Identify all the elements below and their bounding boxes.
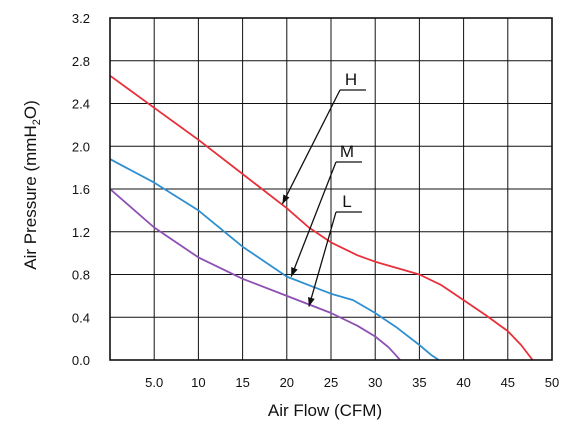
x-tick-label: 10 (191, 375, 205, 390)
y-tick-label: 1.6 (72, 182, 90, 197)
callout-arrow-h (281, 89, 341, 205)
callout-label-l: L (342, 192, 351, 211)
y-tick-label: 0.4 (72, 310, 90, 325)
callout-group: H M L (281, 70, 366, 307)
callout-arrow-m (290, 161, 337, 277)
y-axis-title: Air Pressure (mmH2O) (21, 100, 43, 270)
y-axis-title-subscript: 2 (31, 119, 43, 125)
y-tick-label: 2.4 (72, 97, 90, 112)
x-axis-title: Air Flow (CFM) (268, 401, 382, 420)
y-tick-label: 2.0 (72, 139, 90, 154)
y-axis-title-prefix: Air Pressure (mmH (21, 125, 40, 270)
y-tick-label: 3.2 (72, 11, 90, 26)
plot-frame (109, 17, 553, 361)
series-line-m (109, 158, 440, 361)
series-group (109, 74, 534, 361)
series-line-l (109, 188, 401, 361)
x-tick-label: 50 (545, 375, 559, 390)
tick-labels: 5.0 10 15 20 25 30 35 40 45 50 0.0 0.4 0.8 1.2 1.6 2.0 2… (72, 11, 559, 390)
callout-label-m: M (340, 142, 354, 161)
callout-arrow-l (308, 211, 337, 307)
y-tick-label: 2.8 (72, 54, 90, 69)
x-tick-label: 45 (501, 375, 515, 390)
x-tick-label: 35 (412, 375, 426, 390)
y-tick-label: 0.8 (72, 268, 90, 283)
series-line-h (109, 74, 534, 361)
x-tick-label: 30 (368, 375, 382, 390)
x-tick-label: 15 (235, 375, 249, 390)
y-tick-label: 0.0 (72, 353, 90, 368)
x-tick-label: 20 (280, 375, 294, 390)
y-axis-title-suffix: O) (21, 100, 40, 119)
x-tick-label: 25 (324, 375, 338, 390)
callout-label-h: H (345, 70, 357, 89)
y-tick-label: 1.2 (72, 225, 90, 240)
grid (110, 18, 552, 360)
x-tick-label: 5.0 (145, 375, 163, 390)
x-tick-label: 40 (456, 375, 470, 390)
